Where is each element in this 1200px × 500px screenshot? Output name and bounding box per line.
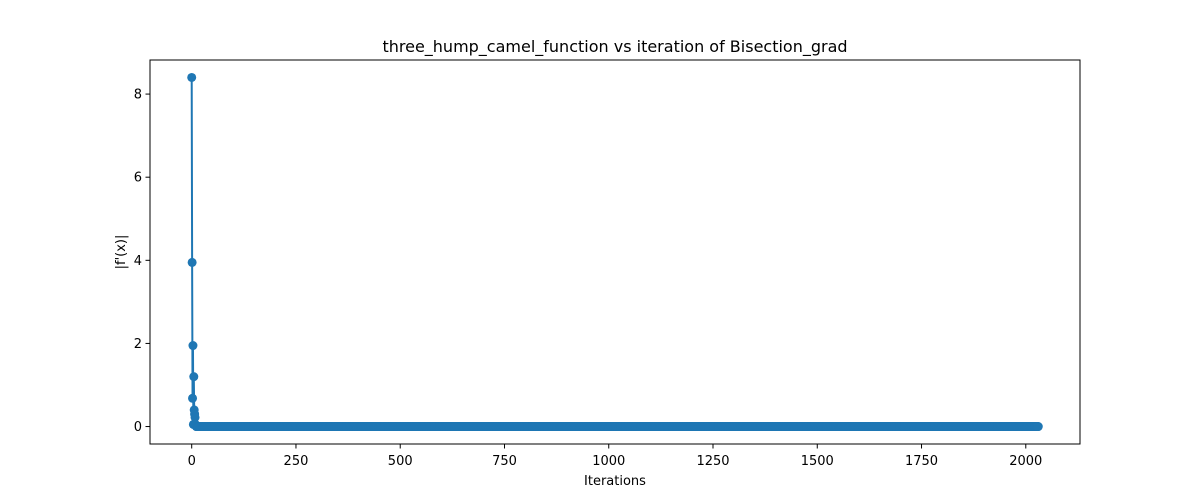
- x-axis: 0 250 500 750 1000 1250 1500 1750 2000: [188, 444, 1042, 469]
- series-0-point-1: [187, 257, 197, 267]
- y-tick-label-0: 0: [134, 420, 142, 435]
- y-axis-label: |f'(x)|: [114, 235, 129, 270]
- x-tick-label-5: 1250: [696, 454, 729, 469]
- x-tick-label-6: 1500: [801, 454, 834, 469]
- series-0-point-8: [190, 412, 200, 422]
- chart-title: three_hump_camel_function vs iteration o…: [382, 37, 847, 57]
- plot-area: [149, 59, 1081, 445]
- x-tick-label-0: 0: [188, 454, 196, 469]
- x-tick-label-8: 2000: [1009, 454, 1042, 469]
- y-tick-label-4: 8: [134, 88, 142, 103]
- series-0-point-5: [189, 372, 199, 382]
- x-tick-label-1: 250: [284, 454, 309, 469]
- axes-frame: [149, 59, 1081, 445]
- series-0-point-3: [188, 341, 198, 351]
- series-0-point-0: [187, 72, 197, 82]
- x-tick-label-3: 750: [492, 454, 517, 469]
- series-0-point-2: [188, 393, 198, 403]
- x-tick-label-4: 1000: [592, 454, 625, 469]
- x-tick-label-2: 500: [388, 454, 413, 469]
- y-tick-label-3: 6: [134, 171, 142, 186]
- series-0-tail-point: [1033, 422, 1043, 432]
- y-axis: 0 2 4 6 8: [134, 88, 150, 435]
- y-tick-label-2: 4: [134, 254, 142, 269]
- series-layer: [187, 72, 1043, 432]
- x-tick-label-7: 1750: [905, 454, 938, 469]
- x-axis-label: Iterations: [584, 474, 646, 489]
- y-tick-label-1: 2: [134, 337, 142, 352]
